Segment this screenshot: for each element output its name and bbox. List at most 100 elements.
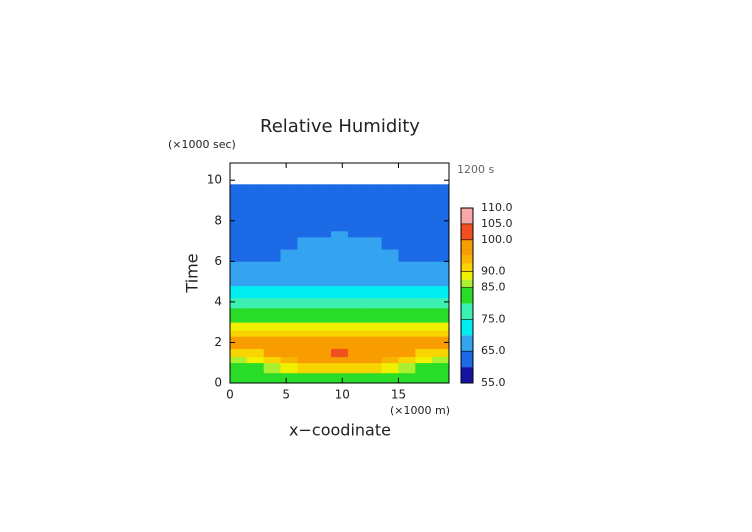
field-cell: [314, 362, 332, 374]
field-cell: [415, 249, 433, 262]
field-cell: [415, 330, 433, 337]
y-tick-label: 0: [214, 376, 222, 390]
field-cell: [381, 372, 399, 384]
field-cell: [230, 261, 248, 274]
field-cell: [314, 307, 332, 323]
field-cell: [263, 285, 281, 299]
field-cell: [398, 285, 416, 299]
colorbar-label: 105.0: [481, 217, 513, 230]
y-tick-label: 2: [214, 335, 222, 349]
field-cell: [230, 307, 248, 323]
x-unit: (×1000 m): [390, 404, 450, 417]
field-cell: [432, 261, 450, 274]
field-cell: [364, 237, 383, 250]
field-cell: [230, 249, 248, 262]
field-cell: [280, 184, 298, 232]
field-cell: [432, 297, 450, 309]
field-cell: [432, 273, 450, 287]
field-cell: [398, 372, 416, 384]
field-cell: [398, 184, 416, 232]
field-cell: [230, 230, 248, 238]
field-cell: [432, 285, 450, 299]
field-cell: [263, 230, 281, 238]
field-cell: [415, 362, 433, 374]
field-cell: [415, 237, 433, 250]
field-cell: [297, 336, 315, 343]
field-cell: [246, 356, 265, 364]
y-unit: (×1000 sec): [168, 138, 236, 151]
colorbar-band: [461, 351, 473, 368]
field-cell: [398, 342, 416, 349]
field-cell: [230, 330, 248, 337]
field-cell: [415, 322, 433, 331]
colorbar-band: [461, 223, 473, 240]
field-cell: [432, 372, 450, 384]
field-cell: [364, 356, 383, 364]
field-cell: [263, 362, 281, 374]
field-cell: [230, 342, 248, 349]
field-cell: [398, 330, 416, 337]
field-cell: [331, 237, 349, 250]
colorbar-label: 55.0: [481, 376, 506, 389]
field-cell: [364, 322, 383, 331]
field-cell: [432, 362, 450, 374]
field-cell: [331, 372, 349, 384]
field-cell: [331, 184, 349, 232]
field-cell: [381, 342, 399, 349]
field-cell: [364, 330, 383, 337]
field-cell: [230, 273, 248, 287]
field-cell: [381, 348, 399, 358]
field-cell: [314, 285, 332, 299]
colorbar-label: 110.0: [481, 201, 513, 214]
field-cell: [263, 330, 281, 337]
x-axis-label: x−coodinate: [289, 421, 391, 440]
colorbar-band: [461, 271, 473, 280]
field-cell: [415, 230, 433, 238]
field-cell: [347, 330, 366, 337]
colorbar-label: 75.0: [481, 312, 506, 325]
field-cell: [331, 230, 349, 238]
field-cell: [398, 261, 416, 274]
y-tick-label: 6: [214, 254, 222, 268]
field-cell: [230, 348, 248, 358]
y-tick-label: 10: [207, 173, 222, 187]
field-cell: [331, 249, 349, 262]
field-cell: [364, 249, 383, 262]
field-cell: [432, 348, 450, 358]
field-cell: [347, 307, 366, 323]
field-cell: [246, 237, 265, 250]
field-cell: [415, 285, 433, 299]
time-label: 1200 s: [457, 163, 494, 176]
field-cell: [347, 348, 366, 358]
colorbar-band: [461, 367, 473, 383]
field-cell: [398, 322, 416, 331]
field-cell: [415, 348, 433, 358]
field-cell: [297, 342, 315, 349]
colorbar-band: [461, 279, 473, 288]
field-cell: [263, 372, 281, 384]
field-cell: [280, 356, 298, 364]
field-cell: [398, 307, 416, 323]
colorbar-band: [461, 263, 473, 272]
field-cell: [364, 342, 383, 349]
field-cell: [297, 356, 315, 364]
field-cell: [314, 261, 332, 274]
field-cell: [297, 273, 315, 287]
field-cell: [263, 237, 281, 250]
field-cell: [263, 356, 281, 364]
field-cell: [230, 322, 248, 331]
colorbar-band: [461, 255, 473, 264]
field-cell: [263, 261, 281, 274]
field-cell: [432, 249, 450, 262]
field-cell: [280, 330, 298, 337]
y-tick-label: 4: [214, 294, 222, 308]
x-tick-label: 5: [282, 388, 290, 402]
field-cell: [331, 322, 349, 331]
field-cell: [246, 273, 265, 287]
field-cell: [347, 249, 366, 262]
field-cell: [364, 261, 383, 274]
field-cell: [314, 342, 332, 349]
field-cell: [263, 297, 281, 309]
field-cell: [381, 307, 399, 323]
colorbar-band: [461, 303, 473, 320]
